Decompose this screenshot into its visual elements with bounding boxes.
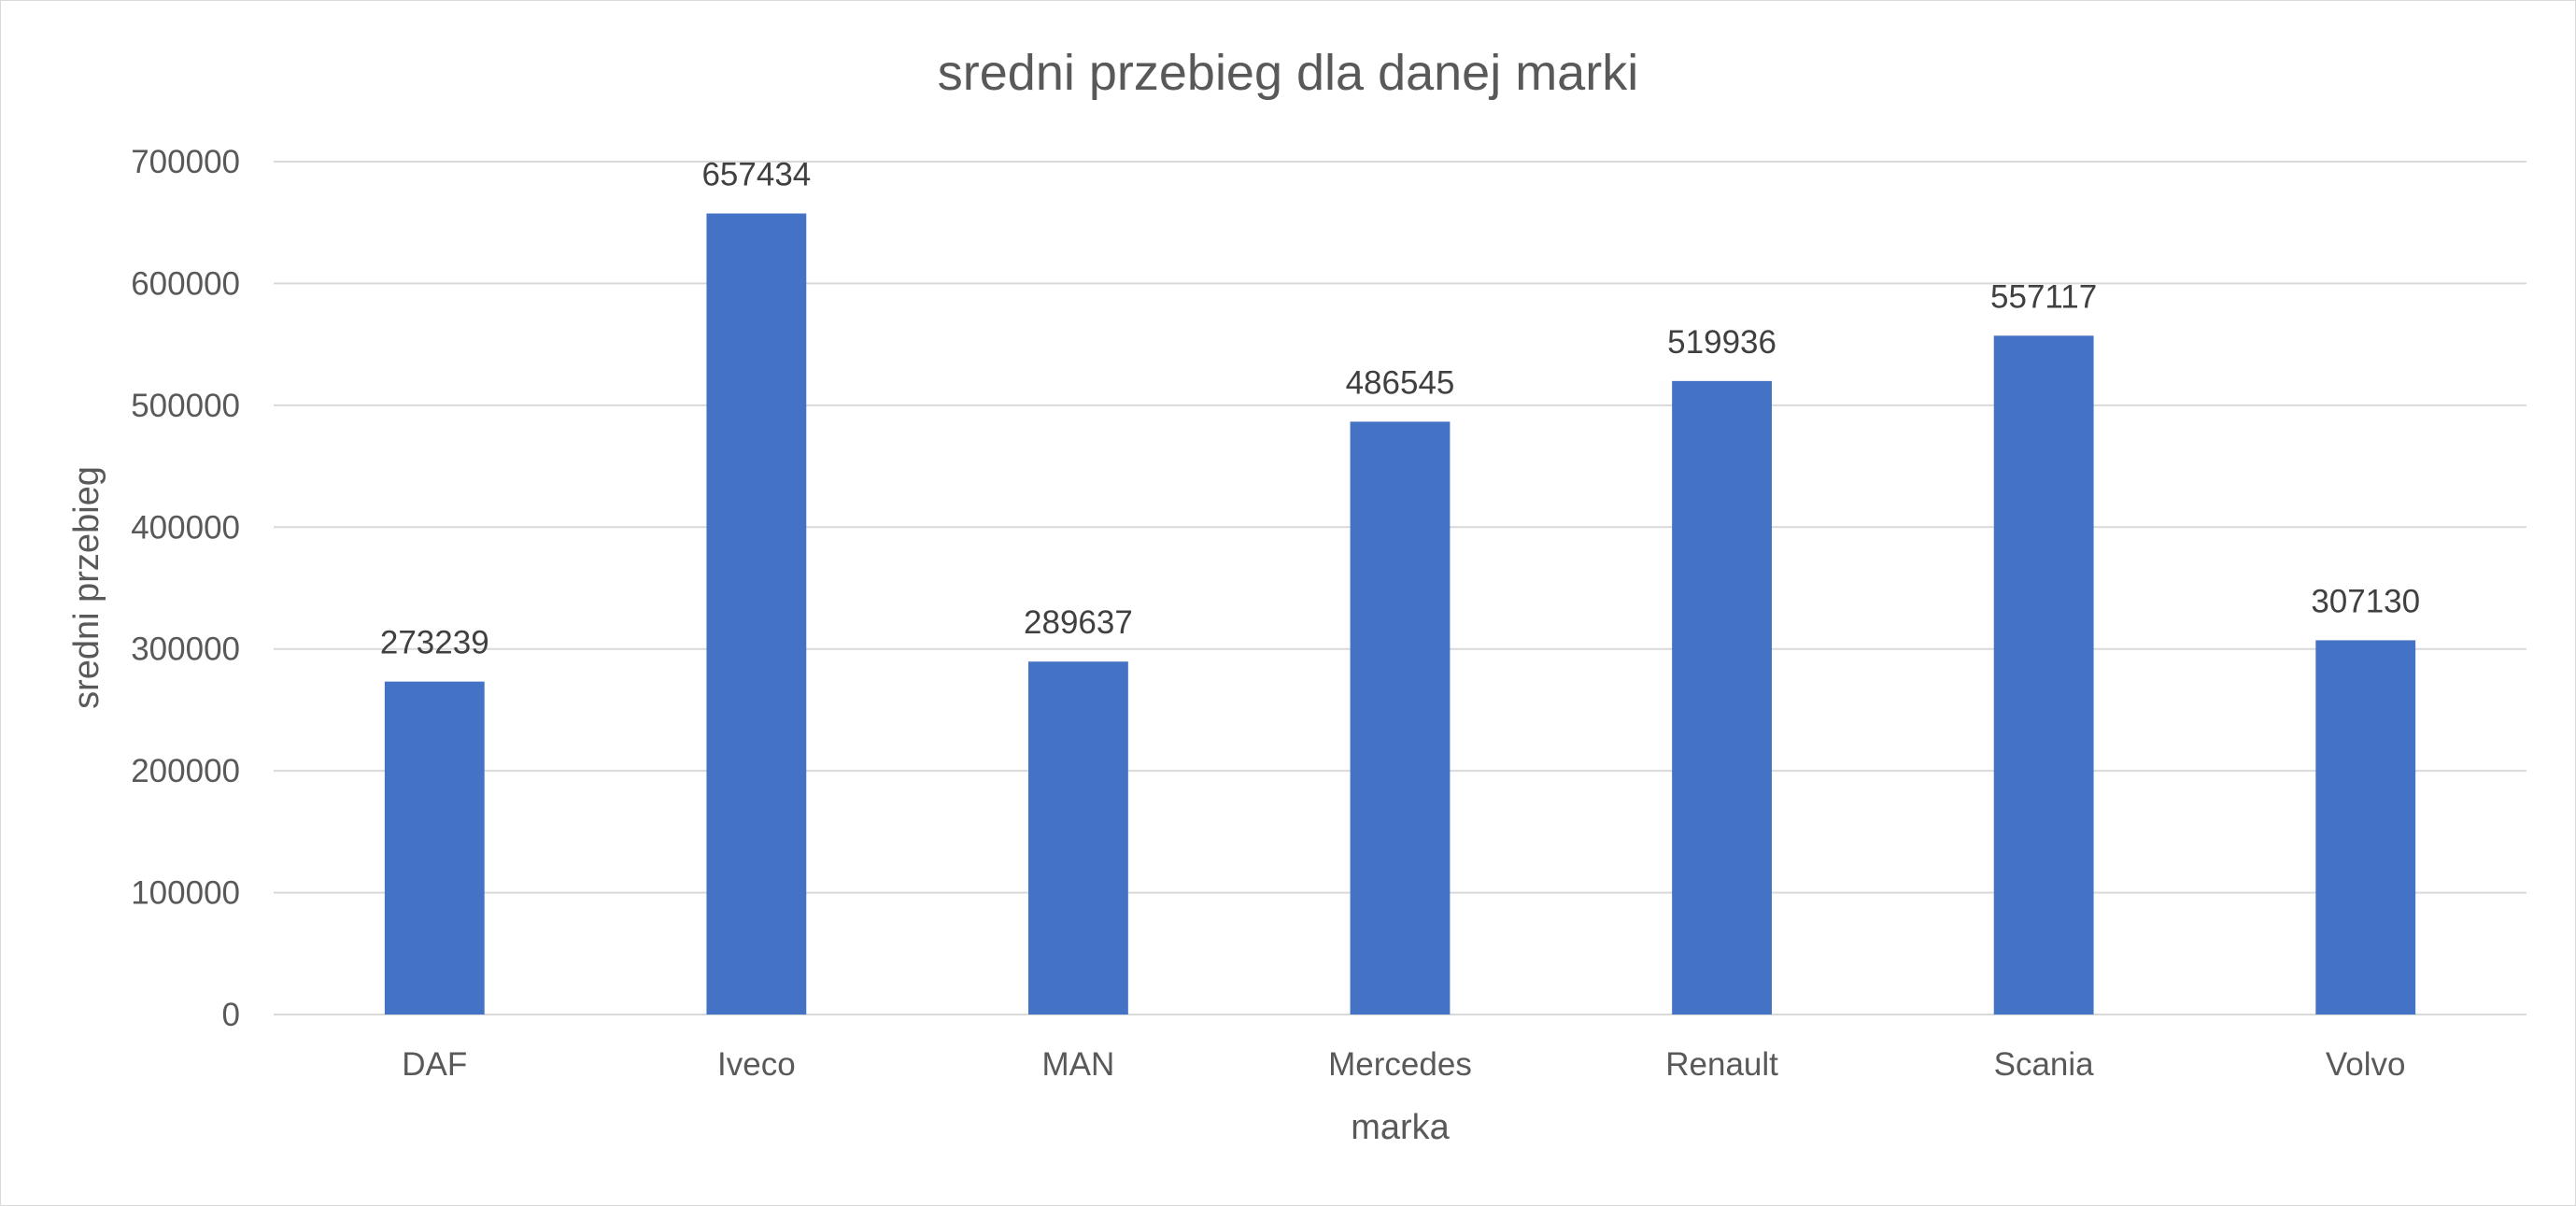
x-tick-label: Volvo	[2326, 1046, 2406, 1083]
y-tick-label: 500000	[131, 388, 240, 424]
x-axis-title: marka	[1351, 1108, 1450, 1147]
y-tick-label: 0	[222, 997, 240, 1033]
bars	[384, 213, 2416, 1015]
bar-daf	[384, 681, 485, 1014]
y-tick-label: 400000	[131, 509, 240, 546]
data-label-man: 289637	[1024, 604, 1133, 641]
data-label-iveco: 657434	[701, 157, 811, 193]
y-tick-label: 600000	[131, 265, 240, 302]
y-tick-label: 200000	[131, 753, 240, 789]
y-tick-label: 300000	[131, 631, 240, 668]
bar-volvo	[2315, 640, 2416, 1014]
chart-title: sredni przebieg dla danej marki	[938, 45, 1638, 101]
x-axis-ticks: DAF Iveco MAN Mercedes Renault Scania Volvo	[402, 1046, 2405, 1083]
y-axis-title: sredni przebieg	[67, 466, 106, 709]
x-tick-label: MAN	[1042, 1046, 1115, 1083]
data-labels: 273239 657434 289637 486545 519936 557117 3071…	[380, 157, 2420, 661]
bar-renault	[1672, 380, 1772, 1015]
y-tick-label: 100000	[131, 875, 240, 912]
data-label-daf: 273239	[380, 625, 489, 661]
bar-scania	[1993, 335, 2094, 1015]
x-tick-label: Mercedes	[1328, 1046, 1472, 1083]
bar-mercedes	[1350, 421, 1451, 1014]
bar-man	[1028, 661, 1128, 1014]
data-label-renault: 519936	[1667, 324, 1776, 361]
y-axis-ticks: 0 100000 200000 300000 400000 500000 600000 700…	[131, 144, 240, 1033]
x-tick-label: Scania	[1994, 1046, 2095, 1083]
bar-iveco	[706, 213, 807, 1015]
x-tick-label: Iveco	[717, 1046, 796, 1083]
data-label-volvo: 307130	[2311, 583, 2420, 619]
data-label-mercedes: 486545	[1346, 364, 1455, 401]
y-tick-label: 700000	[131, 144, 240, 180]
x-tick-label: Renault	[1665, 1046, 1778, 1083]
data-label-scania: 557117	[1990, 278, 2097, 315]
x-tick-label: DAF	[402, 1046, 467, 1083]
